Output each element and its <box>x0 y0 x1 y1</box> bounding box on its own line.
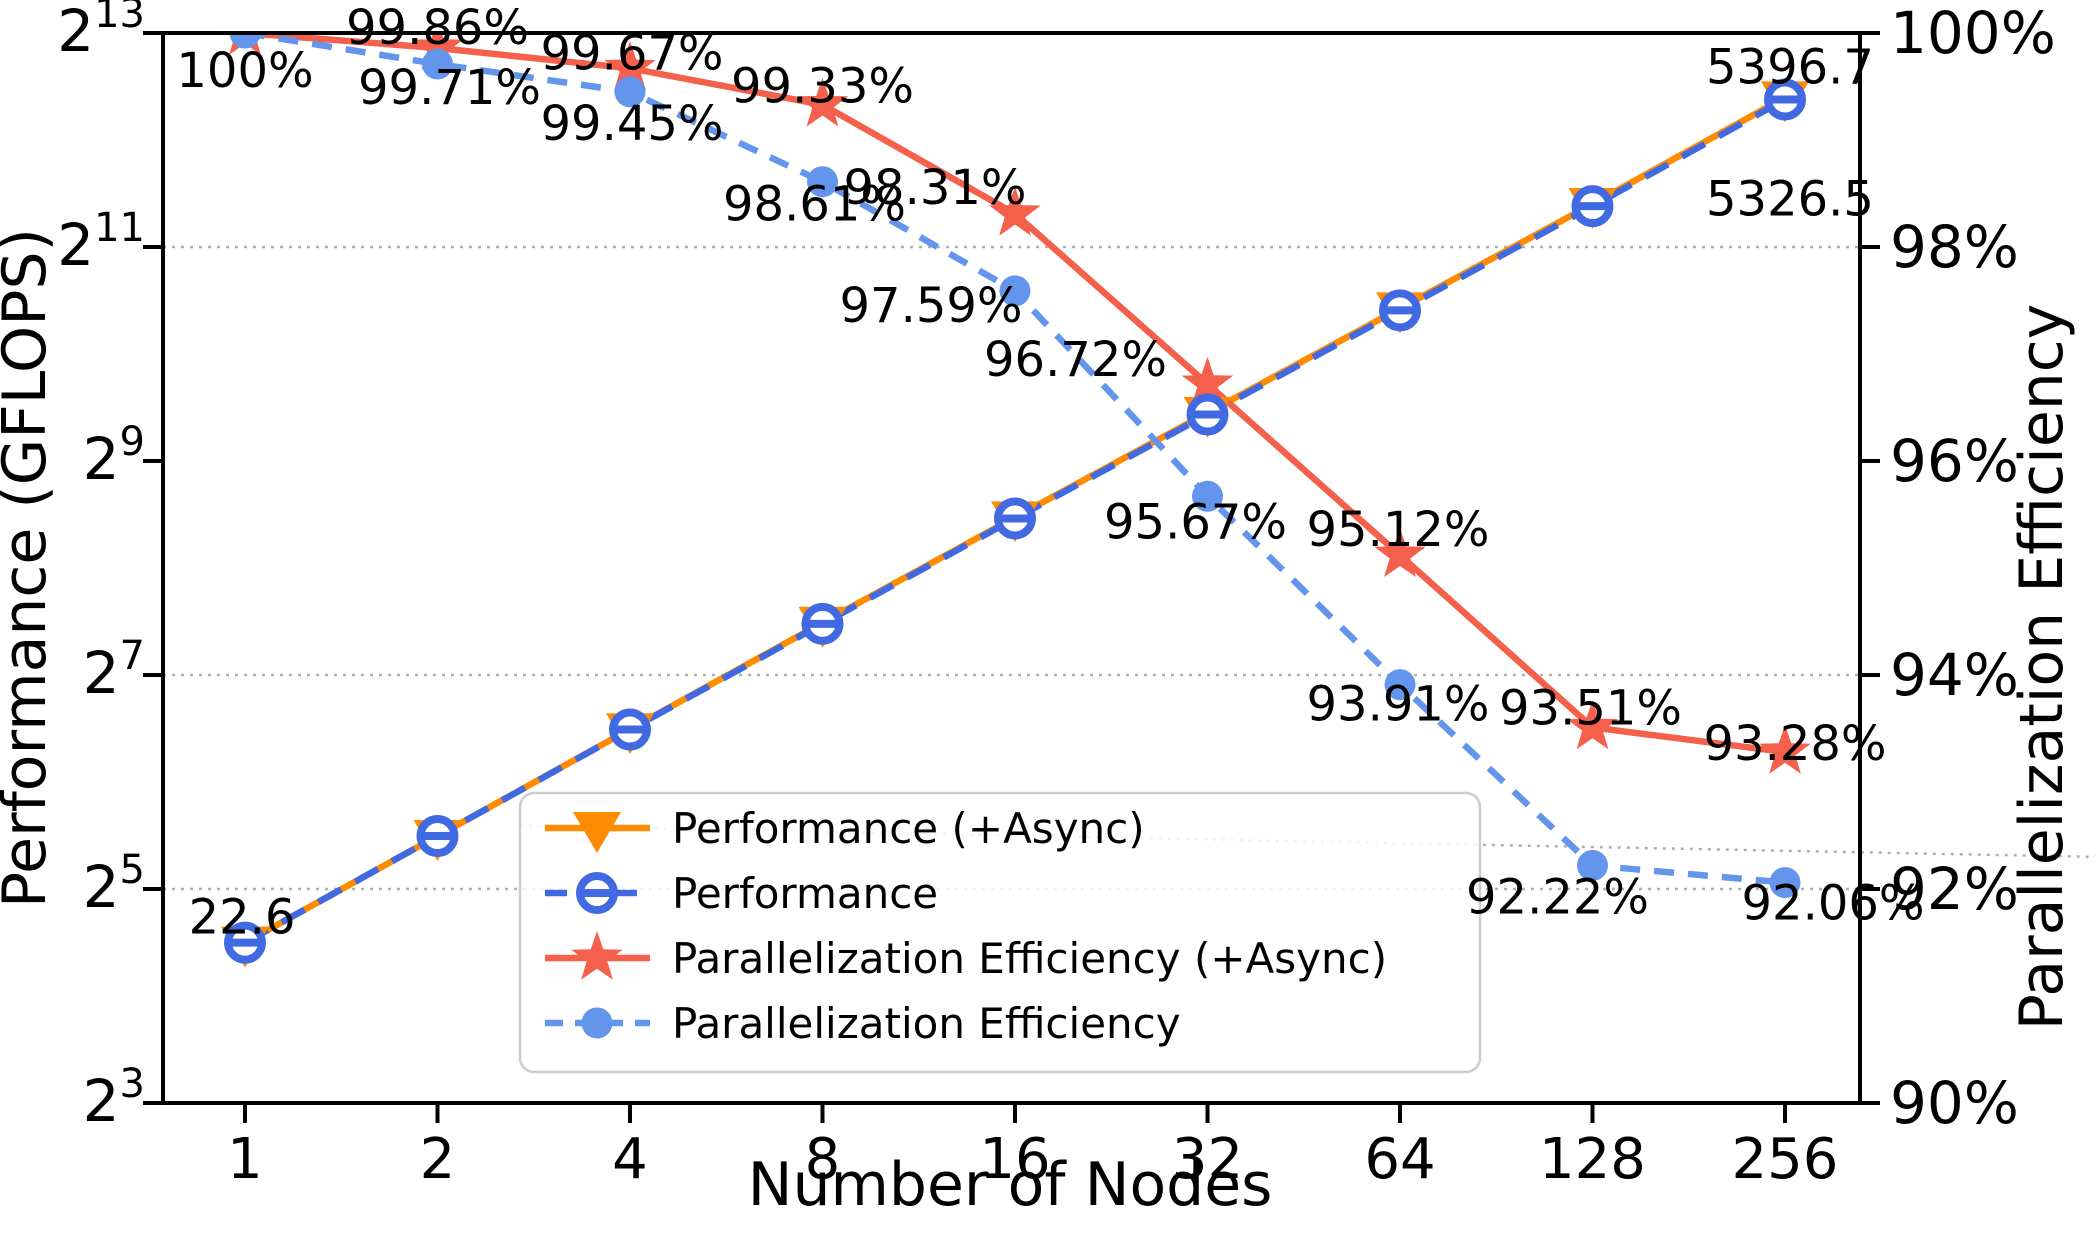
x-tick-label: 1 <box>227 1127 263 1192</box>
left-tick-label: 211 <box>57 205 145 279</box>
left-tick-label: 29 <box>83 419 145 493</box>
data-labels-group: 22.6 5396.7 5326.5 100% 99.86% 99.67%99.33% 98… <box>176 0 1924 946</box>
triangle-down-marker <box>573 812 621 853</box>
x-tick-label: 2 <box>420 1127 456 1192</box>
tick-base: 2 <box>83 639 120 707</box>
legend-label: Performance <box>672 869 938 918</box>
tick-base: 2 <box>57 0 94 65</box>
data-point-label: 93.91% <box>1306 677 1489 733</box>
filled-circle-marker <box>422 48 453 80</box>
x-tick-label: 16 <box>979 1127 1050 1192</box>
data-point-label: 100% <box>176 43 313 99</box>
star-marker <box>571 931 623 980</box>
tick-exponent: 5 <box>120 847 145 893</box>
data-point-label: 92.22% <box>1466 869 1649 925</box>
plot-area-group <box>221 33 1811 968</box>
legend-item: Performance <box>545 869 938 918</box>
x-tick-label: 4 <box>612 1127 648 1192</box>
filled-circle-marker <box>614 76 646 108</box>
tick-base: 2 <box>57 211 94 279</box>
data-point-label: 96.72% <box>984 332 1167 388</box>
data-point-label: 98.61% <box>723 177 906 233</box>
x-tick-label: 8 <box>805 1127 841 1192</box>
filled-circle-marker <box>1577 849 1608 881</box>
left-tick-label: 27 <box>83 633 145 707</box>
tick-base: 2 <box>83 1067 120 1135</box>
tick-exponent: 3 <box>120 1061 145 1107</box>
tick-base: 2 <box>83 853 120 921</box>
star-marker <box>604 41 656 91</box>
legend-item: Parallelization Efficiency (+Async) <box>545 931 1387 983</box>
data-point-label: 95.67% <box>1104 494 1287 550</box>
left-tick-label: 213 <box>57 0 145 65</box>
left-tick-label: 25 <box>83 847 145 921</box>
star-marker <box>1566 700 1619 750</box>
series-markers-4 <box>229 33 1801 899</box>
star-marker <box>1374 528 1426 577</box>
right-y-axis-title: Parallelization Efficiency <box>2007 304 2077 1031</box>
data-point-label: 99.67% <box>540 25 723 81</box>
data-point-label: 22.6 <box>189 890 296 946</box>
data-point-label: 99.33% <box>731 59 914 115</box>
tick-base: 2 <box>83 425 120 493</box>
left-y-axis-title: Performance (GFLOPS) <box>0 228 60 908</box>
data-point-label: 93.28% <box>1703 716 1886 772</box>
tick-marks-group <box>143 31 1880 1123</box>
legend-box <box>518 791 1482 1074</box>
x-tick-label: 32 <box>1172 1127 1243 1192</box>
data-point-label: 99.86% <box>346 0 529 56</box>
data-point-label: 98.31% <box>843 160 1026 216</box>
legend-item: Parallelization Efficiency <box>545 999 1181 1048</box>
tick-exponent: 9 <box>120 419 145 465</box>
right-tick-label: 94% <box>1890 641 2019 709</box>
filled-circle-marker <box>1192 480 1223 512</box>
x-tick-label: 256 <box>1732 1127 1839 1192</box>
axes-spines <box>161 31 1862 1105</box>
legend-item: Performance (+Async) <box>545 804 1145 853</box>
star-marker <box>796 77 849 127</box>
x-tick-label: 128 <box>1539 1127 1646 1192</box>
x-tick-label: 64 <box>1364 1127 1435 1192</box>
tick-exponent: 13 <box>94 0 145 37</box>
legend: Performance (+Async) Performance Paralleli… <box>518 791 1482 1074</box>
right-tick-label: 98% <box>1890 213 2019 281</box>
data-point-label: 99.71% <box>358 60 541 116</box>
filled-circle-marker <box>1384 669 1416 701</box>
star-marker <box>1181 357 1234 406</box>
data-point-label: 99.45% <box>540 96 723 152</box>
right-tick-label: 96% <box>1890 427 2019 495</box>
right-tick-label: 92% <box>1890 855 2019 923</box>
series-line-3 <box>244 33 1786 756</box>
star-marker <box>1759 725 1811 774</box>
x-axis-title: Number of Nodes <box>748 1150 1273 1220</box>
tick-exponent: 7 <box>120 633 145 679</box>
right-tick-label: 90% <box>1890 1069 2019 1137</box>
data-point-label: 97.59% <box>839 278 1022 334</box>
series-markers-2 <box>224 78 1806 964</box>
legend-label: Parallelization Efficiency <box>672 999 1181 1048</box>
data-point-label: 95.12% <box>1306 502 1489 558</box>
filled-circle-marker <box>1769 867 1801 899</box>
filled-circle-marker <box>229 33 261 49</box>
tick-exponent: 11 <box>94 205 145 251</box>
filled-circle-marker <box>999 275 1031 307</box>
filled-circle-marker <box>807 166 838 198</box>
data-point-label: 5396.7 <box>1706 39 1874 95</box>
left-tick-label: 23 <box>83 1061 145 1135</box>
data-point-label: 93.51% <box>1499 680 1682 736</box>
legend-label: Parallelization Efficiency (+Async) <box>672 934 1387 983</box>
star-marker <box>989 186 1041 236</box>
legend-label: Performance (+Async) <box>672 804 1145 853</box>
data-point-label: 5326.5 <box>1706 171 1874 227</box>
right-tick-label: 100% <box>1890 0 2056 67</box>
series-markers-3 <box>229 33 1811 774</box>
filled-circle-marker <box>581 1007 613 1039</box>
data-point-label: 92.06% <box>1741 876 1924 932</box>
